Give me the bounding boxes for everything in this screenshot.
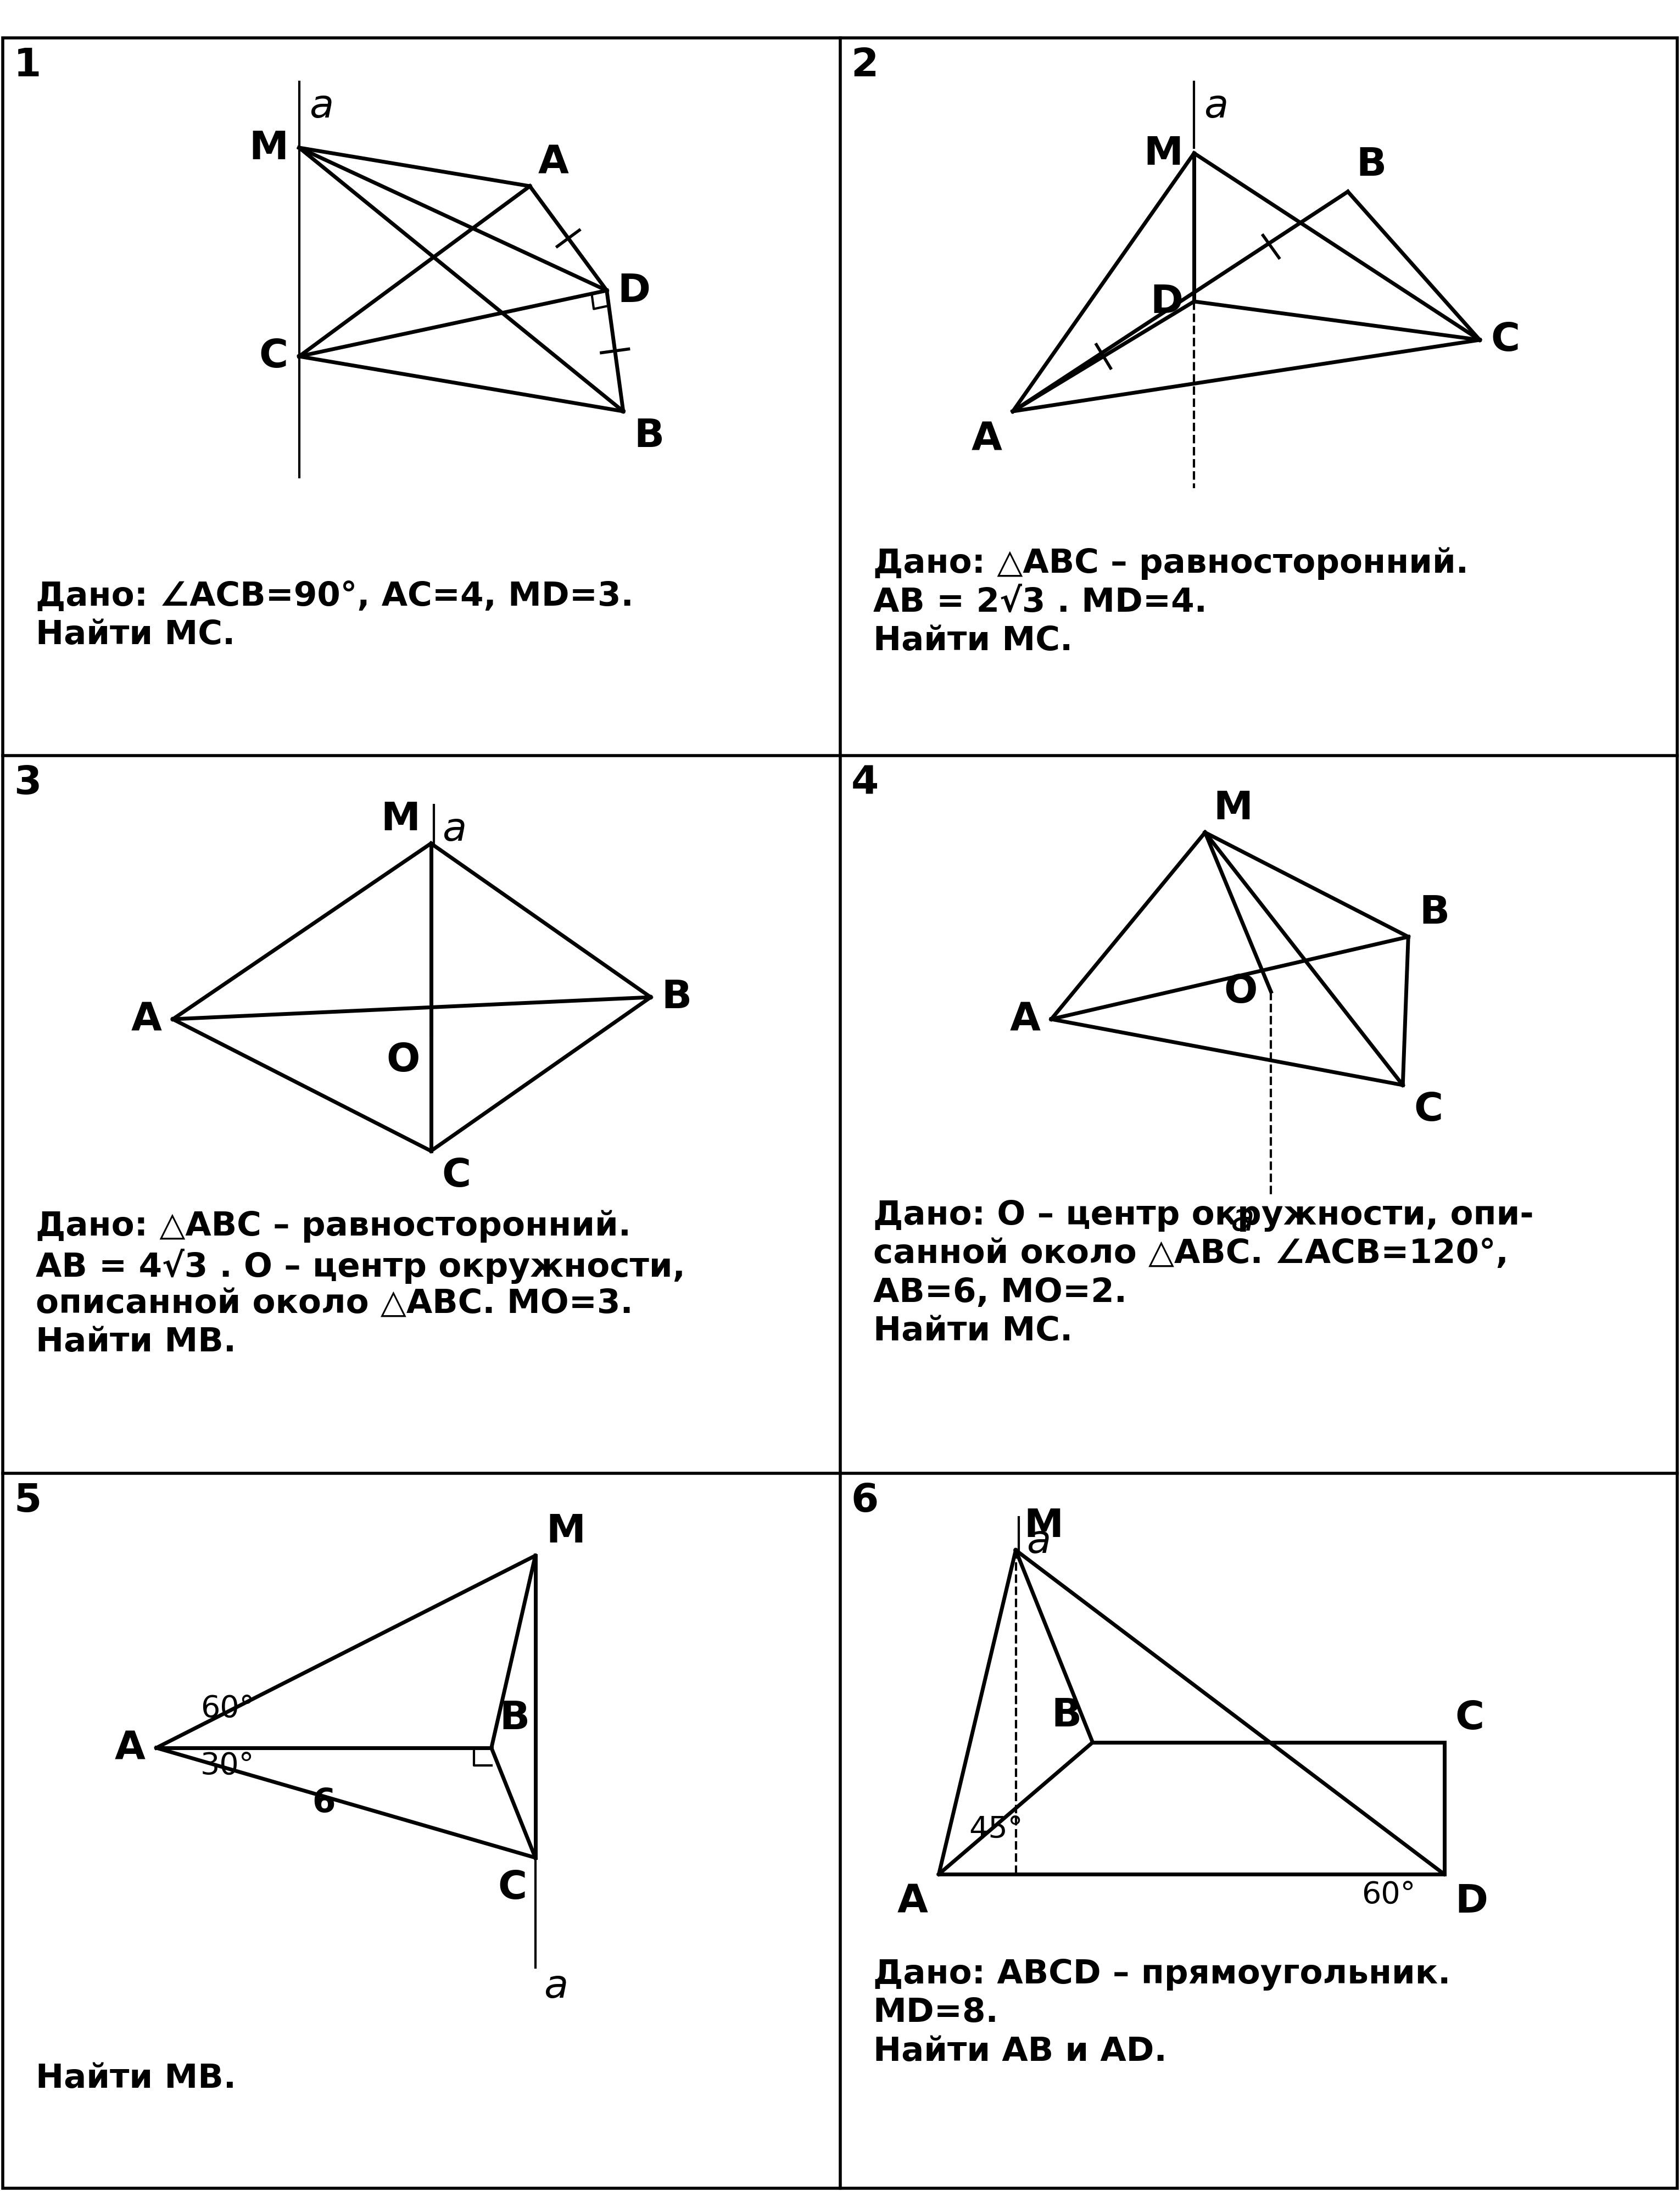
Text: C: C — [442, 1157, 470, 1194]
Text: A: A — [971, 421, 1001, 458]
Text: M: M — [1144, 136, 1183, 173]
Text: a: a — [1230, 1201, 1255, 1238]
Text: Дано: ∠ACB=90°, AC=4, MD=3.: Дано: ∠ACB=90°, AC=4, MD=3. — [35, 581, 633, 613]
Text: a: a — [544, 1968, 568, 2005]
Text: B: B — [1420, 894, 1450, 931]
Text: A: A — [1010, 1001, 1040, 1039]
Text: a: a — [442, 811, 467, 848]
Text: A: A — [131, 1001, 161, 1039]
Text: B: B — [1052, 1696, 1082, 1735]
Text: AB = 4√3 . O – центр окружности,: AB = 4√3 . O – центр окружности, — [35, 1249, 685, 1284]
Text: A: A — [114, 1729, 146, 1766]
Text: A: A — [897, 1882, 927, 1919]
Text: 6: 6 — [852, 1481, 879, 1521]
Text: M: M — [1025, 1507, 1063, 1545]
Text: Найти AB и AD.: Найти AB и AD. — [874, 2035, 1166, 2068]
Text: Найти MC.: Найти MC. — [874, 1315, 1072, 1347]
Text: 2: 2 — [852, 46, 879, 85]
Text: Дано: O – центр окружности, опи-: Дано: O – центр окружности, опи- — [874, 1198, 1534, 1231]
Text: описанной около △ABC. МО=3.: описанной около △ABC. МО=3. — [35, 1288, 633, 1319]
Text: 3: 3 — [13, 765, 42, 802]
Text: AB = 2√3 . MD=4.: AB = 2√3 . MD=4. — [874, 585, 1206, 618]
Text: Найти MC.: Найти MC. — [874, 624, 1072, 657]
Text: B: B — [499, 1698, 529, 1737]
Text: AB=6, МО=2.: AB=6, МО=2. — [874, 1277, 1127, 1308]
Text: 60°: 60° — [200, 1694, 254, 1724]
Text: Найти MC.: Найти MC. — [35, 618, 235, 651]
Text: C: C — [497, 1869, 528, 1906]
Text: D: D — [1455, 1882, 1488, 1919]
Text: M: M — [546, 1512, 586, 1551]
Text: 1: 1 — [13, 46, 42, 85]
Text: C: C — [1490, 322, 1520, 359]
Text: O: O — [1223, 973, 1257, 1010]
Text: Найти MB.: Найти MB. — [35, 1326, 237, 1358]
Text: B: B — [633, 416, 665, 456]
Text: C: C — [1415, 1091, 1443, 1128]
Text: a: a — [1026, 1523, 1052, 1560]
Text: D: D — [618, 272, 650, 309]
Text: M: M — [249, 129, 289, 167]
Text: a: a — [1205, 88, 1228, 125]
Text: A: A — [538, 142, 570, 182]
Text: M: M — [381, 800, 420, 839]
Text: MD=8.: MD=8. — [874, 1996, 998, 2029]
Text: 60°: 60° — [1362, 1880, 1416, 1908]
Text: C: C — [259, 337, 289, 377]
Text: 6: 6 — [312, 1786, 336, 1819]
Text: Дано: ABCD – прямоугольник.: Дано: ABCD – прямоугольник. — [874, 1959, 1450, 1989]
Text: Найти MB.: Найти MB. — [35, 2062, 237, 2095]
Text: Дано: △ABC – равносторонний.: Дано: △ABC – равносторонний. — [874, 548, 1468, 581]
Text: a: a — [309, 88, 333, 125]
Text: Дано: △ABC – равносторонний.: Дано: △ABC – равносторонний. — [35, 1209, 632, 1242]
Text: 45°: 45° — [969, 1814, 1023, 1845]
Text: O: O — [386, 1041, 420, 1080]
Text: 30°: 30° — [200, 1751, 254, 1781]
Text: D: D — [1151, 283, 1183, 320]
Text: B: B — [1356, 147, 1386, 184]
Text: C: C — [1455, 1698, 1483, 1737]
Text: B: B — [662, 979, 692, 1017]
Text: санной около △ABC. ∠ACB=120°,: санной около △ABC. ∠ACB=120°, — [874, 1238, 1509, 1271]
Text: M: M — [1213, 789, 1253, 828]
Text: 5: 5 — [13, 1481, 42, 1521]
Text: 4: 4 — [852, 765, 879, 802]
